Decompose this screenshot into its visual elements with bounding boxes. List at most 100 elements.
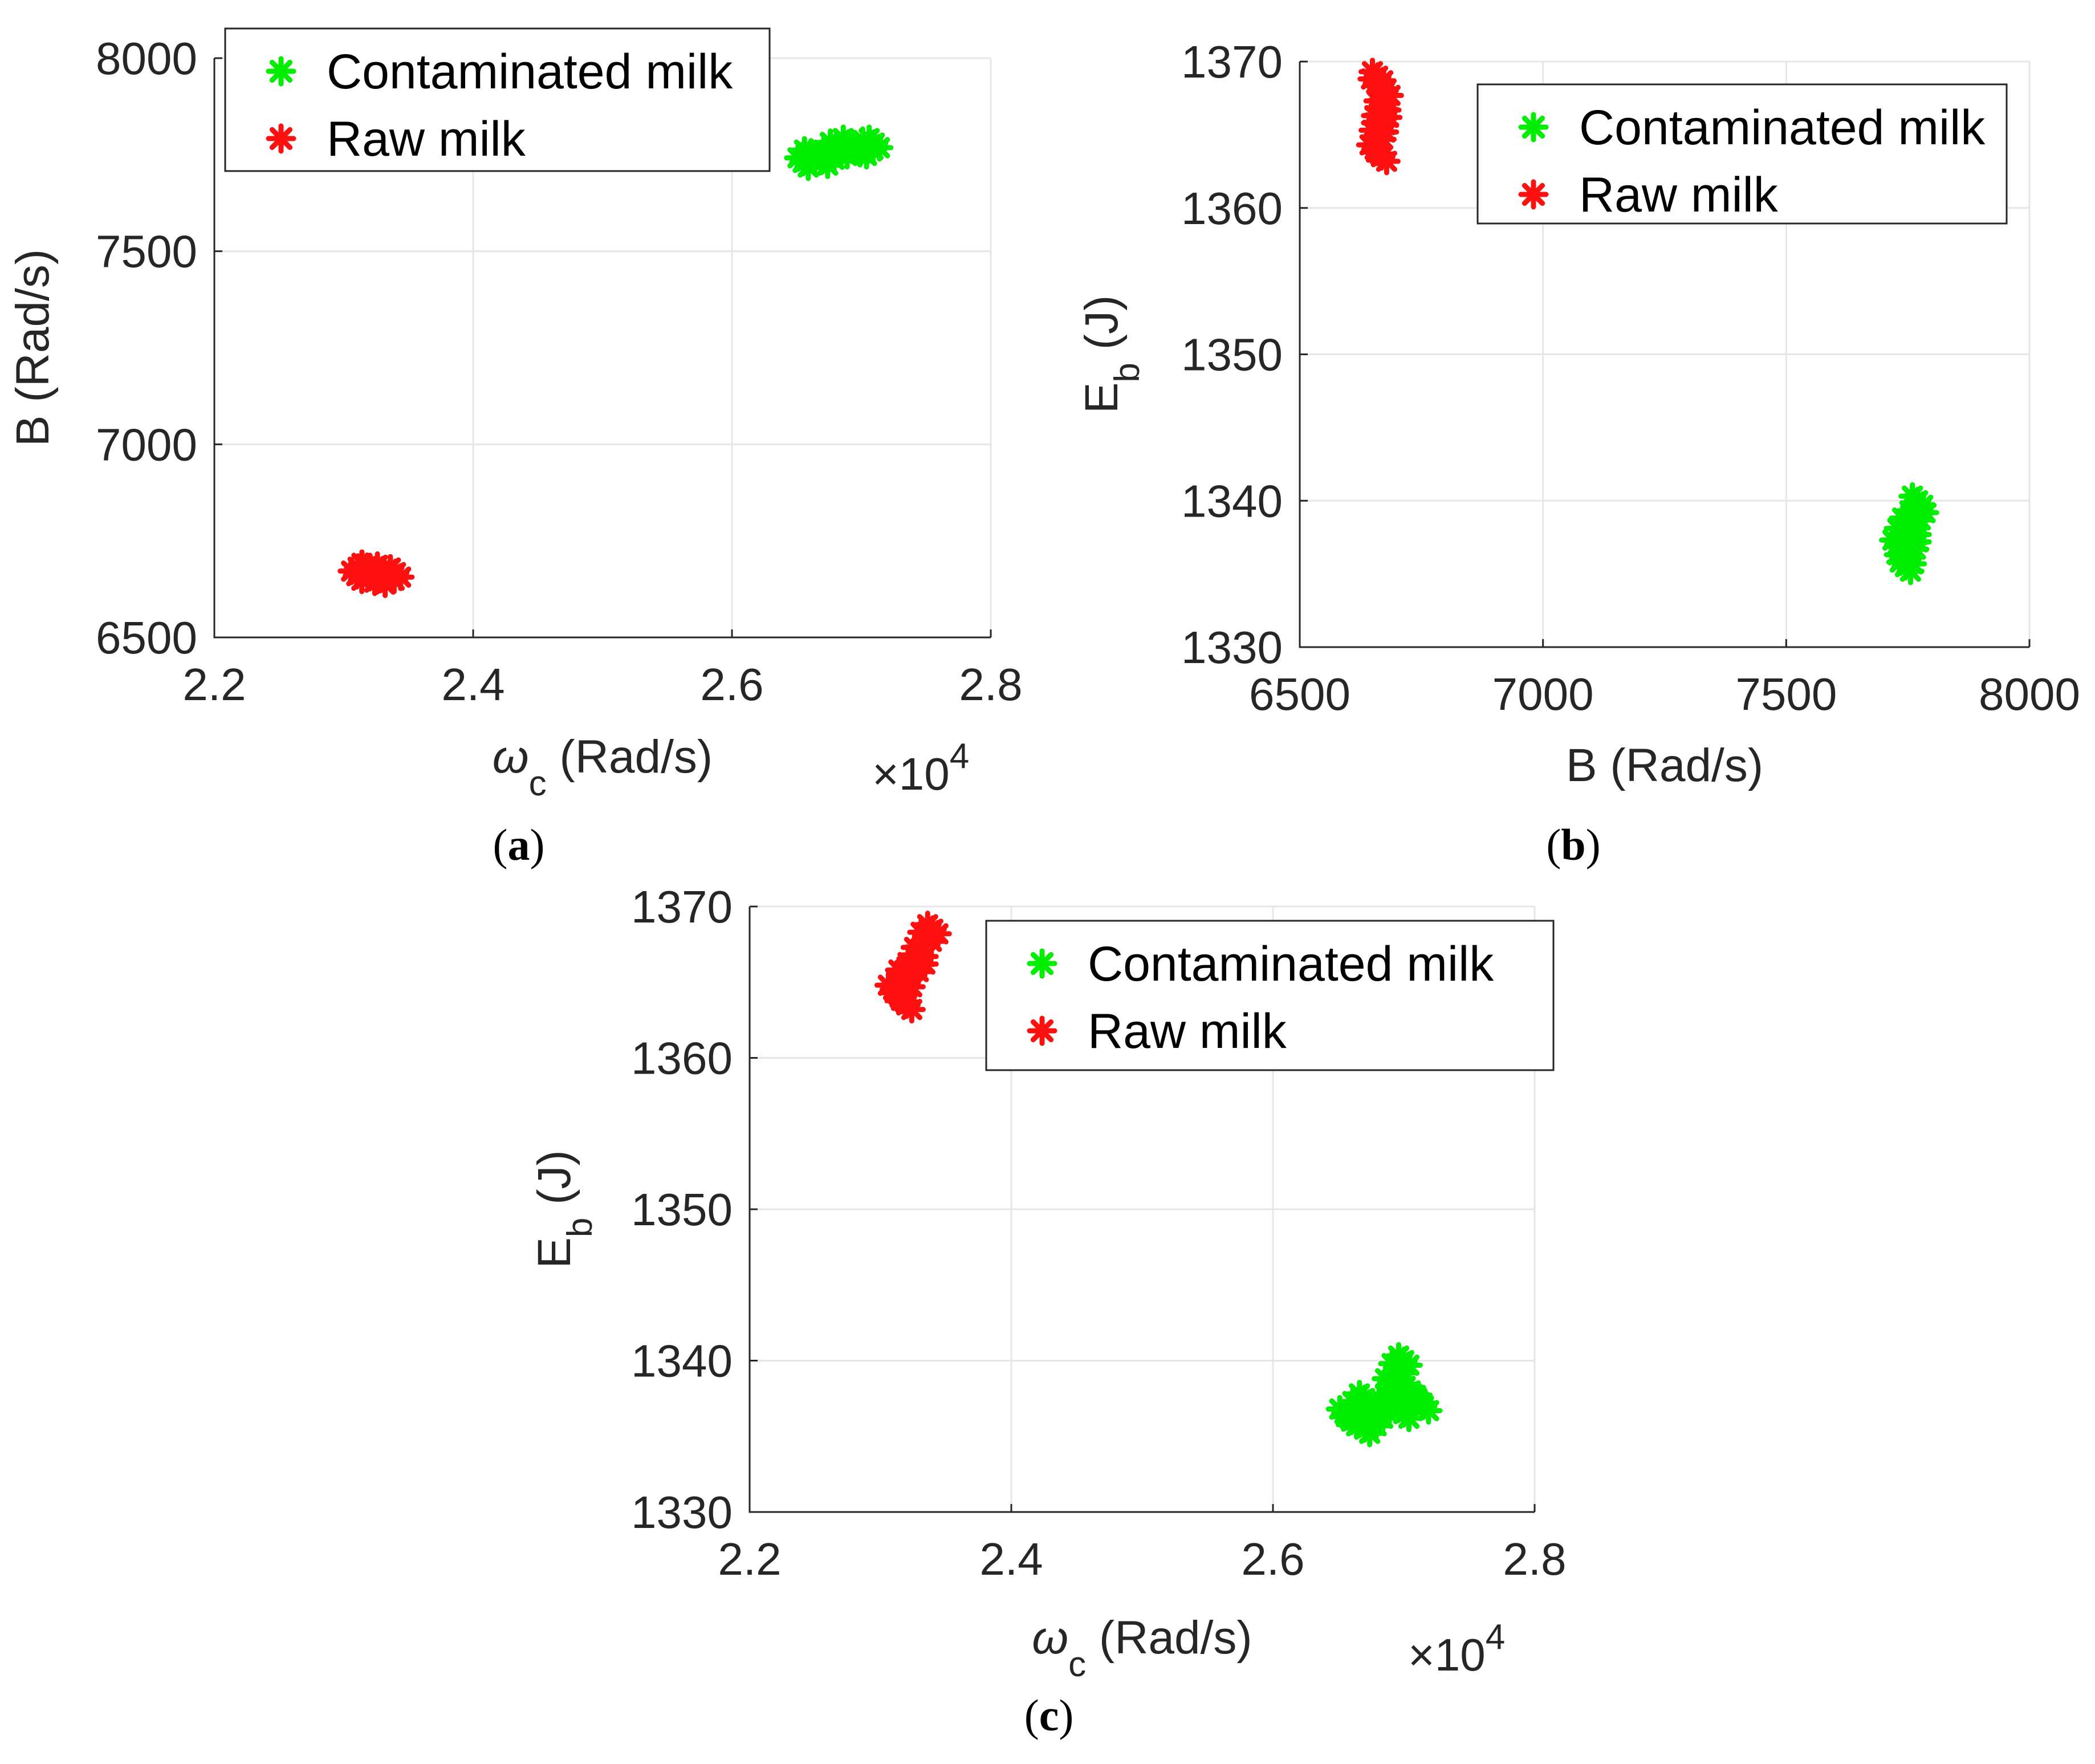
series-raw-milk: [337, 549, 415, 598]
y-axis-label: Eb (J): [528, 1150, 600, 1269]
data-point: [376, 554, 405, 582]
y-tick-label: 7500: [96, 226, 197, 277]
y-axis-unit: (J): [1076, 295, 1128, 363]
data-point: [1364, 94, 1393, 123]
y-tick-label: 1370: [1181, 36, 1283, 87]
panel-a: 2.2 2.4 2.6 2.8 6500 7000 7500 8000 ωc (Rad/s) ×1…: [7, 27, 1023, 869]
x-tick-label: 2.4: [979, 1534, 1043, 1584]
x-tick-label: 2.6: [700, 659, 763, 710]
data-point: [1404, 1387, 1433, 1416]
data-point: [1884, 514, 1912, 543]
y-tick-label: 1330: [1181, 622, 1283, 673]
legend-label: Raw milk: [1579, 168, 1779, 222]
data-point: [803, 142, 832, 170]
x-axis-subscript: c: [1068, 1645, 1086, 1684]
legend: Contaminated milk Raw milk: [985, 920, 1555, 1071]
y-axis-main: B (Rad/s): [7, 249, 59, 446]
x-tick-label: 2.8: [1503, 1534, 1566, 1584]
data-point: [1362, 138, 1390, 166]
x-tick-label: 2.8: [959, 659, 1022, 710]
x-axis-unit: (Rad/s): [547, 731, 713, 783]
x-axis-symbol: ω: [493, 731, 529, 783]
data-point: [1901, 489, 1929, 518]
x-axis-subscript: c: [529, 764, 547, 803]
y-tick-label: 1360: [631, 1033, 733, 1084]
legend-marker: [266, 56, 296, 87]
y-axis-label: B (Rad/s): [7, 249, 59, 446]
y-axis-subscript: b: [560, 1218, 600, 1237]
y-tick-label: 1340: [631, 1336, 733, 1387]
panel-c: 2.2 2.4 2.6 2.8 1330 1340 1350 1360 1370 ωc (Rad/…: [528, 881, 1567, 1740]
series-raw-milk: [874, 911, 952, 1024]
data-point: [1345, 1380, 1374, 1408]
x-multiplier-exponent: 4: [950, 737, 969, 776]
panel-b: 6500 7000 7500 8000 1330 1340 1350 1360 1370 B (R…: [1076, 36, 2080, 869]
x-axis-label: ωc (Rad/s): [493, 731, 713, 803]
y-tick-label: 1360: [1181, 183, 1283, 234]
data-point: [790, 136, 819, 164]
panel-label: (b): [1546, 820, 1600, 869]
x-multiplier-base: ×10: [1408, 1629, 1486, 1680]
legend-label: Contaminated milk: [1579, 100, 1986, 155]
data-point: [913, 911, 942, 939]
data-point: [1357, 65, 1386, 93]
x-tick-label: 8000: [1979, 669, 2080, 720]
data-point: [1361, 109, 1389, 137]
panel-letter: a: [508, 820, 530, 869]
y-tick-label: 1340: [1181, 475, 1283, 526]
series-contaminated-milk: [784, 124, 894, 181]
legend-marker: [1027, 948, 1057, 979]
legend-box: [1476, 83, 2008, 225]
x-tick-label: 2.4: [441, 659, 505, 710]
x-axis-label: B (Rad/s): [1566, 739, 1763, 791]
legend-marker: [1518, 112, 1549, 143]
data-point: [900, 941, 929, 969]
series-raw-milk: [1356, 58, 1404, 176]
x-axis-unit: B (Rad/s): [1566, 739, 1763, 791]
data-point: [887, 986, 916, 1015]
legend-marker: [266, 123, 296, 154]
data-point: [1372, 1364, 1400, 1393]
y-tick-label: 1350: [1181, 330, 1283, 380]
y-tick-label: 1370: [631, 881, 733, 932]
x-tick-label: 7500: [1735, 669, 1837, 720]
data-point: [1332, 1403, 1361, 1431]
data-point: [1889, 504, 1917, 533]
y-tick-label: 8000: [96, 33, 197, 84]
x-tick-label: 2.6: [1241, 1534, 1304, 1584]
data-point: [816, 128, 845, 157]
y-tick-label: 1350: [631, 1184, 733, 1235]
y-axis-unit: (J): [528, 1150, 580, 1217]
x-axis-symbol: ω: [1032, 1612, 1068, 1664]
series-contaminated-milk: [1879, 482, 1939, 586]
data-point: [1385, 1395, 1413, 1423]
y-tick-label: 6500: [96, 612, 197, 663]
legend-label: Contaminated milk: [327, 44, 733, 99]
y-axis-main: E: [1076, 383, 1128, 414]
x-axis-label: ωc (Rad/s): [1032, 1612, 1252, 1684]
panel-label: (c): [1024, 1690, 1074, 1740]
data-point: [1372, 1380, 1400, 1408]
legend-label: Contaminated milk: [1088, 937, 1494, 991]
data-point: [353, 552, 381, 580]
y-tick-label: 7000: [96, 419, 197, 470]
panel-label: (a): [493, 820, 545, 869]
panel-letter: c: [1039, 1690, 1059, 1740]
series-contaminated-milk: [1325, 1342, 1443, 1448]
x-tick-label: 7000: [1492, 669, 1594, 720]
data-point: [855, 124, 884, 153]
y-axis-main: E: [528, 1237, 580, 1269]
x-multiplier-base: ×10: [872, 749, 950, 799]
y-axis-subscript: b: [1108, 363, 1147, 382]
x-axis-unit: (Rad/s): [1086, 1612, 1252, 1664]
legend-marker: [1027, 1015, 1057, 1046]
legend: Contaminated milk Raw milk: [1476, 83, 2008, 225]
legend-label: Raw milk: [327, 112, 526, 166]
x-tick-label: 2.2: [182, 659, 246, 710]
y-tick-label: 1330: [631, 1487, 733, 1538]
data-point: [1385, 1342, 1413, 1370]
legend-box: [224, 27, 771, 172]
data-point: [829, 124, 857, 153]
panel-letter: b: [1561, 820, 1585, 869]
